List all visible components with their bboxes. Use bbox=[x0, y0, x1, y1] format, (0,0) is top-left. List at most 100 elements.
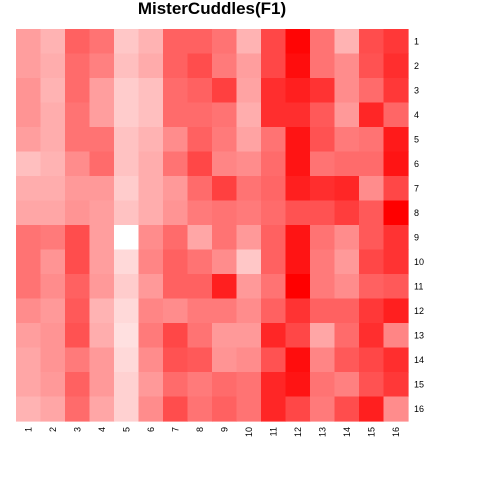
heatmap-cell-r1-c2 bbox=[40, 29, 66, 55]
heatmap-cell-r12-c4 bbox=[89, 298, 115, 324]
heatmap-cell-r3-c5 bbox=[114, 78, 140, 104]
heatmap-cell-r11-c12 bbox=[285, 274, 311, 300]
heatmap-cells bbox=[16, 29, 409, 422]
heatmap-cell-r3-c9 bbox=[212, 78, 238, 104]
heatmap-cell-r8-c5 bbox=[114, 200, 140, 226]
heatmap-cell-r8-c16 bbox=[383, 200, 409, 226]
heatmap-cell-r12-c8 bbox=[187, 298, 213, 324]
heatmap-cell-r13-c14 bbox=[334, 323, 360, 349]
heatmap-cell-r16-c12 bbox=[285, 396, 311, 422]
heatmap-cell-r6-c10 bbox=[236, 151, 262, 177]
heatmap-cell-r13-c4 bbox=[89, 323, 115, 349]
heatmap-cell-r2-c9 bbox=[212, 53, 238, 79]
heatmap-cell-r9-c6 bbox=[138, 225, 164, 251]
heatmap-cell-r1-c11 bbox=[261, 29, 287, 55]
heatmap-cell-r7-c4 bbox=[89, 176, 115, 202]
heatmap-cell-r6-c11 bbox=[261, 151, 287, 177]
heatmap-cell-r12-c2 bbox=[40, 298, 66, 324]
x-tick-label: 1 bbox=[23, 427, 33, 432]
heatmap-cell-r14-c8 bbox=[187, 347, 213, 373]
heatmap-cell-r3-c6 bbox=[138, 78, 164, 104]
heatmap-cell-r5-c3 bbox=[65, 127, 91, 153]
heatmap-cell-r4-c4 bbox=[89, 102, 115, 128]
heatmap-cell-r2-c13 bbox=[310, 53, 336, 79]
heatmap-cell-r11-c3 bbox=[65, 274, 91, 300]
heatmap-cell-r5-c2 bbox=[40, 127, 66, 153]
heatmap-cell-r11-c6 bbox=[138, 274, 164, 300]
heatmap-cell-r7-c10 bbox=[236, 176, 262, 202]
heatmap-cell-r9-c2 bbox=[40, 225, 66, 251]
y-tick-label: 9 bbox=[414, 232, 419, 242]
heatmap-cell-r5-c4 bbox=[89, 127, 115, 153]
heatmap-cell-r14-c2 bbox=[40, 347, 66, 373]
heatmap-cell-r11-c8 bbox=[187, 274, 213, 300]
heatmap-cell-r14-c13 bbox=[310, 347, 336, 373]
heatmap-cell-r8-c1 bbox=[16, 200, 42, 226]
heatmap-cell-r3-c8 bbox=[187, 78, 213, 104]
heatmap-cell-r13-c8 bbox=[187, 323, 213, 349]
x-tick-label: 9 bbox=[219, 427, 229, 432]
heatmap-cell-r16-c4 bbox=[89, 396, 115, 422]
heatmap-cell-r14-c9 bbox=[212, 347, 238, 373]
heatmap-cell-r11-c15 bbox=[359, 274, 385, 300]
heatmap-cell-r9-c8 bbox=[187, 225, 213, 251]
heatmap-cell-r4-c2 bbox=[40, 102, 66, 128]
heatmap-cell-r12-c10 bbox=[236, 298, 262, 324]
heatmap-cell-r13-c13 bbox=[310, 323, 336, 349]
heatmap-cell-r4-c6 bbox=[138, 102, 164, 128]
heatmap-cell-r14-c3 bbox=[65, 347, 91, 373]
heatmap-cell-r6-c3 bbox=[65, 151, 91, 177]
heatmap-cell-r3-c7 bbox=[163, 78, 189, 104]
heatmap-cell-r4-c7 bbox=[163, 102, 189, 128]
heatmap-cell-r9-c9 bbox=[212, 225, 238, 251]
heatmap-cell-r10-c12 bbox=[285, 249, 311, 275]
heatmap-cell-r12-c6 bbox=[138, 298, 164, 324]
heatmap-cell-r5-c14 bbox=[334, 127, 360, 153]
heatmap-cell-r2-c4 bbox=[89, 53, 115, 79]
heatmap-cell-r12-c16 bbox=[383, 298, 409, 324]
heatmap-cell-r3-c12 bbox=[285, 78, 311, 104]
heatmap-cell-r16-c3 bbox=[65, 396, 91, 422]
heatmap-cell-r6-c7 bbox=[163, 151, 189, 177]
heatmap-cell-r1-c15 bbox=[359, 29, 385, 55]
heatmap-cell-r13-c3 bbox=[65, 323, 91, 349]
heatmap-cell-r16-c5 bbox=[114, 396, 140, 422]
heatmap-cell-r7-c16 bbox=[383, 176, 409, 202]
heatmap-cell-r11-c10 bbox=[236, 274, 262, 300]
heatmap-cell-r11-c14 bbox=[334, 274, 360, 300]
heatmap-cell-r14-c14 bbox=[334, 347, 360, 373]
x-tick-label: 14 bbox=[342, 427, 352, 437]
heatmap-cell-r4-c15 bbox=[359, 102, 385, 128]
heatmap-cell-r15-c9 bbox=[212, 372, 238, 398]
heatmap-cell-r14-c5 bbox=[114, 347, 140, 373]
heatmap-cell-r9-c14 bbox=[334, 225, 360, 251]
heatmap-cell-r2-c2 bbox=[40, 53, 66, 79]
heatmap-cell-r11-c11 bbox=[261, 274, 287, 300]
heatmap-cell-r2-c11 bbox=[261, 53, 287, 79]
heatmap-cell-r14-c16 bbox=[383, 347, 409, 373]
y-tick-label: 11 bbox=[414, 281, 423, 291]
heatmap-cell-r5-c7 bbox=[163, 127, 189, 153]
heatmap-cell-r9-c7 bbox=[163, 225, 189, 251]
heatmap-cell-r9-c15 bbox=[359, 225, 385, 251]
heatmap-cell-r16-c1 bbox=[16, 396, 42, 422]
heatmap-cell-r12-c1 bbox=[16, 298, 42, 324]
heatmap-cell-r12-c14 bbox=[334, 298, 360, 324]
heatmap-cell-r8-c7 bbox=[163, 200, 189, 226]
heatmap-cell-r3-c14 bbox=[334, 78, 360, 104]
heatmap-cell-r15-c16 bbox=[383, 372, 409, 398]
x-tick-label: 15 bbox=[366, 427, 376, 437]
heatmap-cell-r1-c8 bbox=[187, 29, 213, 55]
heatmap-cell-r11-c9 bbox=[212, 274, 238, 300]
heatmap-cell-r1-c4 bbox=[89, 29, 115, 55]
heatmap-cell-r12-c12 bbox=[285, 298, 311, 324]
heatmap-cell-r1-c5 bbox=[114, 29, 140, 55]
heatmap-cell-r7-c3 bbox=[65, 176, 91, 202]
heatmap-cell-r9-c16 bbox=[383, 225, 409, 251]
heatmap-cell-r11-c5 bbox=[114, 274, 140, 300]
heatmap-cell-r1-c1 bbox=[16, 29, 42, 55]
heatmap-cell-r5-c11 bbox=[261, 127, 287, 153]
heatmap-cell-r1-c12 bbox=[285, 29, 311, 55]
heatmap-cell-r3-c1 bbox=[16, 78, 42, 104]
heatmap-cell-r8-c9 bbox=[212, 200, 238, 226]
